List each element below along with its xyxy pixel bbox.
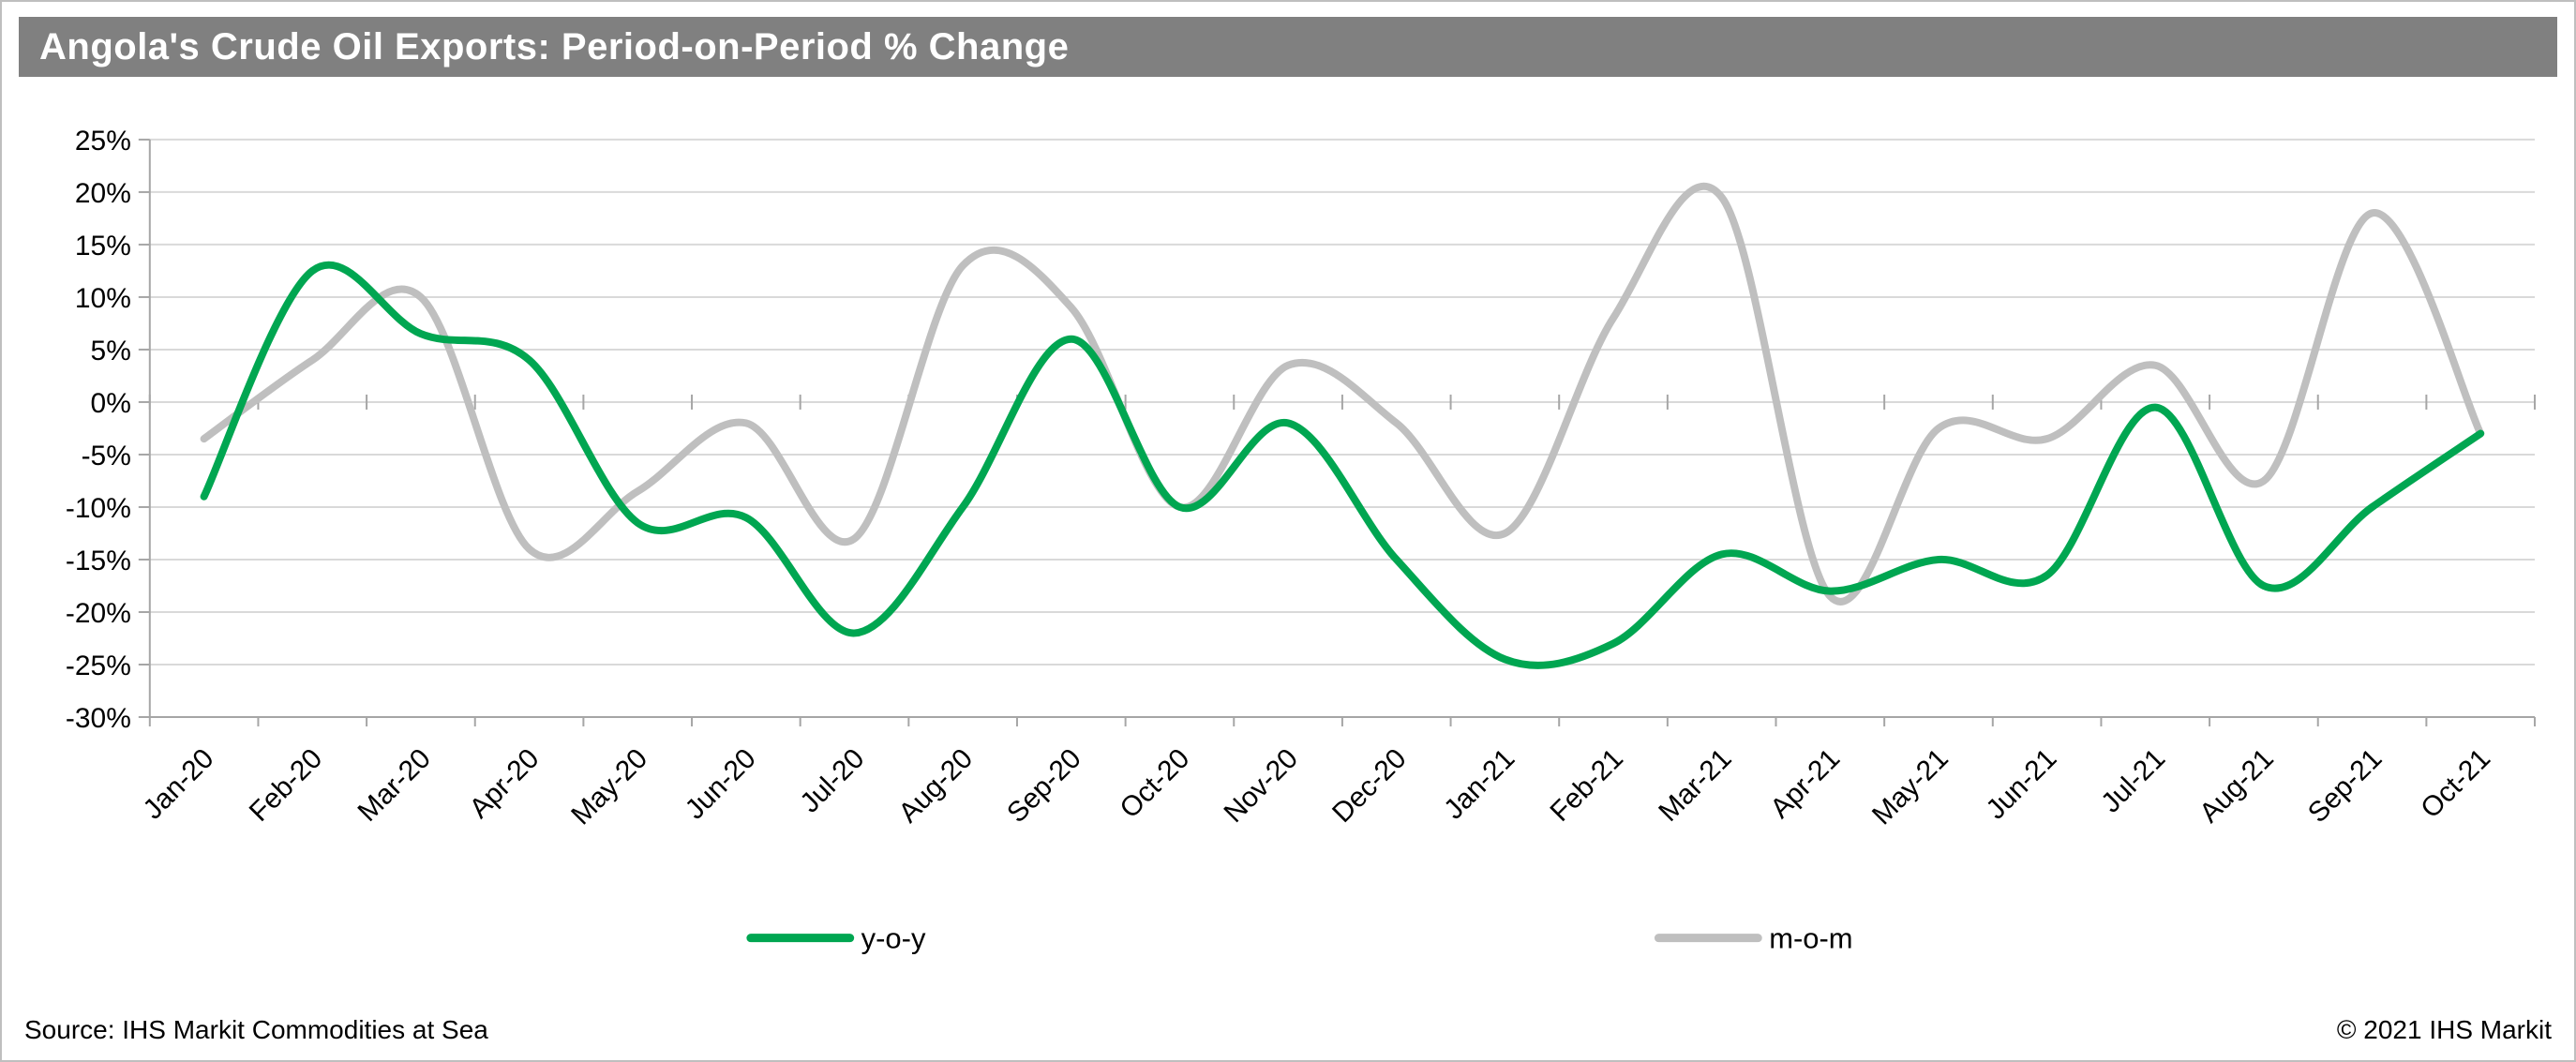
plot-area-wrapper: -30% -25% -20% -15% -10% -5% 0% 5% 10% 15% 20% 25% J… xyxy=(19,88,2557,1010)
legend-label-m-o-m: m-o-m xyxy=(1769,922,1852,955)
x-axis-tick-label: Jan-20 xyxy=(137,743,219,826)
y-axis-tick-label: 5% xyxy=(91,336,131,366)
y-axis-tick-label: 25% xyxy=(75,126,131,157)
y-axis-tick-label: -25% xyxy=(66,651,131,681)
y-axis-tick-label: 10% xyxy=(75,283,131,314)
y-axis-tick-label: 0% xyxy=(91,388,131,419)
x-axis-tick-label: Nov-20 xyxy=(1218,743,1304,830)
x-axis-tick-label: Jun-20 xyxy=(680,743,762,826)
y-axis-tick-label: -10% xyxy=(66,493,131,524)
y-axis-tick-label: 20% xyxy=(75,178,131,209)
source-note: Source: IHS Markit Commodities at Sea xyxy=(24,1015,488,1044)
chart-title: Angola's Crude Oil Exports: Period-on-Pe… xyxy=(39,25,1070,67)
y-axis-tick-label: -5% xyxy=(82,441,131,471)
x-axis-tick-label: Jan-21 xyxy=(1438,743,1520,826)
x-axis-tick-label: May-21 xyxy=(1866,743,1954,831)
x-axis-tick-label: May-20 xyxy=(565,743,653,831)
x-axis-tick-label: Feb-20 xyxy=(244,743,328,828)
legend-label-y-o-y: y-o-y xyxy=(861,922,926,955)
x-axis-tick-label: Aug-20 xyxy=(892,743,979,830)
series-line-m-o-m xyxy=(200,182,2485,606)
copyright-note: © 2021 IHS Markit xyxy=(2336,1015,2552,1044)
x-axis-tick-label: Jul-21 xyxy=(2095,743,2171,819)
x-axis-tick-label: Sep-21 xyxy=(2302,743,2389,830)
y-axis-tick-label: -15% xyxy=(66,546,131,576)
x-axis-tick-label: Feb-21 xyxy=(1545,743,1629,828)
x-axis-tick-label: Apr-21 xyxy=(1764,743,1846,825)
series-line-y-o-y xyxy=(200,261,2485,669)
chart-title-bar: Angola's Crude Oil Exports: Period-on-Pe… xyxy=(19,17,2557,77)
y-axis-tick-label: 15% xyxy=(75,231,131,262)
x-axis-tick-label: Sep-20 xyxy=(1001,743,1087,830)
y-axis-tick-label: -20% xyxy=(66,598,131,629)
chart-svg: -30% -25% -20% -15% -10% -5% 0% 5% 10% 15% 20% 25% J… xyxy=(66,126,2537,955)
chart-footer: Source: IHS Markit Commodities at Sea © … xyxy=(19,1010,2557,1047)
x-axis-tick-label: Apr-20 xyxy=(464,743,546,825)
x-axis-tick-label: Mar-20 xyxy=(352,743,436,828)
y-axis-tick-label: -30% xyxy=(66,703,131,734)
x-axis-tick-label: Jul-20 xyxy=(794,743,870,819)
x-axis-tick-label: Dec-20 xyxy=(1326,743,1413,830)
x-axis-tick-label: Mar-21 xyxy=(1653,743,1737,828)
x-axis-tick-label: Oct-20 xyxy=(1115,743,1196,825)
x-axis-tick-label: Oct-21 xyxy=(2415,743,2496,825)
x-axis-tick-label: Aug-21 xyxy=(2194,743,2280,830)
x-axis-tick-label: Jun-21 xyxy=(1980,743,2062,826)
